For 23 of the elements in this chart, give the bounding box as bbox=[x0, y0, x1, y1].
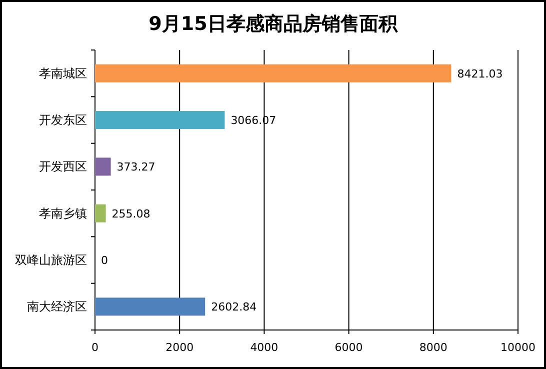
x-tick-label: 4000 bbox=[250, 341, 278, 354]
x-tick-label: 6000 bbox=[334, 341, 363, 354]
bar bbox=[95, 204, 106, 222]
bar bbox=[95, 298, 206, 316]
bar bbox=[95, 111, 225, 129]
x-tick-label: 10000 bbox=[500, 341, 536, 354]
y-tick-label: 开发东区 bbox=[39, 113, 87, 127]
x-tick-label: 8000 bbox=[419, 341, 448, 354]
data-label: 2602.84 bbox=[211, 300, 257, 314]
bar bbox=[95, 158, 111, 176]
x-tick-label: 0 bbox=[92, 341, 98, 354]
y-tick-label: 孝南乡镇 bbox=[39, 206, 87, 220]
data-label: 8421.03 bbox=[457, 67, 503, 80]
x-tick-label: 2000 bbox=[166, 341, 194, 354]
data-label: 255.08 bbox=[112, 207, 150, 220]
y-tick-label: 开发西区 bbox=[39, 160, 87, 174]
data-label: 0 bbox=[101, 254, 108, 267]
y-tick-label: 孝南城区 bbox=[39, 66, 87, 80]
bar bbox=[95, 64, 452, 82]
y-tick-label: 南大经济区 bbox=[27, 300, 87, 314]
chart-title: 9月15日孝感商品房销售面积 bbox=[148, 13, 398, 35]
y-tick-label: 双峰山旅游区 bbox=[15, 253, 87, 267]
data-label: 373.27 bbox=[116, 160, 156, 174]
